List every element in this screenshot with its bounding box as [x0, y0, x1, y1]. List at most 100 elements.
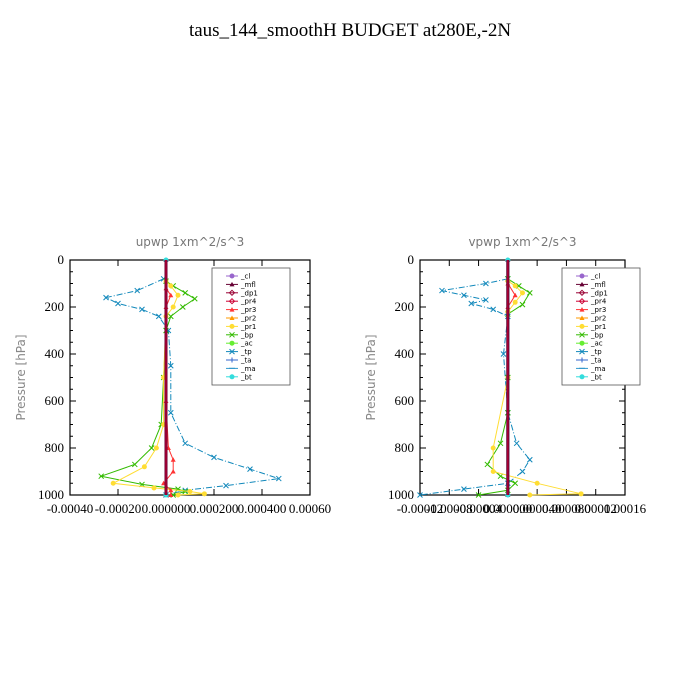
legend-label: _pr2 — [590, 315, 606, 323]
legend-label: _ac — [240, 340, 253, 348]
legend-label: _tp — [240, 348, 252, 356]
legend-marker — [579, 307, 585, 312]
legend-label: _bp — [590, 331, 604, 339]
legend-label: _dp1 — [590, 289, 608, 297]
y-tick-label: 600 — [45, 393, 65, 408]
legend-label: _pr2 — [240, 315, 256, 323]
legend-marker — [229, 340, 235, 346]
page-title: taus_144_smoothH BUDGET at280E,-2N — [188, 20, 512, 41]
data-point-pr1 — [175, 292, 181, 298]
data-point-tp — [417, 492, 423, 498]
data-point-pr1 — [534, 480, 540, 486]
legend-label: _cl — [590, 273, 600, 281]
data-point-tp — [139, 306, 145, 313]
y-tick-label: 200 — [395, 299, 415, 314]
data-point-bp — [191, 295, 198, 302]
data-point-pr1 — [187, 488, 193, 494]
data-point-bp — [526, 290, 533, 296]
data-point-bp — [167, 313, 174, 320]
y-tick-label: 0 — [408, 252, 415, 267]
data-point-bp — [519, 301, 526, 308]
legend-marker — [229, 307, 235, 312]
legend-label: _cl — [240, 273, 250, 281]
data-point-bp — [475, 492, 482, 498]
data-point-pr3 — [512, 292, 518, 298]
data-point-pr1 — [201, 491, 207, 497]
data-point-tp — [513, 440, 520, 447]
data-point-tp — [439, 287, 445, 294]
data-point-bp — [179, 304, 186, 310]
legend-label: _bt — [240, 373, 252, 381]
y-axis-label: Pressure [hPa] — [364, 334, 378, 420]
legend-label: _bp — [240, 331, 254, 339]
panel-title: vpwp 1xm^2/s^3 — [468, 235, 576, 249]
data-point-bp — [512, 480, 519, 487]
y-tick-label: 600 — [395, 393, 415, 408]
y-tick-label: 1000 — [388, 487, 414, 502]
legend-label: _mfl — [590, 281, 606, 289]
data-point-tp — [223, 482, 229, 489]
data-point-tp — [211, 454, 217, 461]
y-axis-label: Pressure [hPa] — [14, 334, 28, 420]
data-point-tp — [275, 475, 282, 482]
y-tick-label: 200 — [45, 299, 65, 314]
legend-label: _tp — [590, 348, 602, 356]
data-point-tp — [483, 297, 489, 303]
x-tick-label: 0.00060 — [289, 501, 331, 516]
x-tick-label: -0.00012 — [397, 501, 444, 516]
data-point-bp — [148, 445, 155, 451]
x-tick-label: -0.00008 — [426, 501, 473, 516]
data-point-pr3 — [170, 469, 176, 474]
data-point-tp — [115, 300, 121, 307]
x-tick-label: 0.000000 — [483, 501, 532, 516]
legend-marker — [579, 374, 585, 380]
legend-marker — [228, 289, 236, 297]
x-tick-label: 0.00012 — [575, 501, 617, 516]
legend-marker — [229, 323, 235, 329]
data-point-pr1 — [512, 283, 518, 289]
x-tick-label: 0.000400 — [238, 501, 287, 516]
panel-title: upwp 1xm^2/s^3 — [136, 235, 245, 249]
legend-marker — [578, 297, 586, 305]
data-point-pr3 — [168, 292, 174, 298]
series-line-bp — [478, 278, 531, 496]
data-point-pr1 — [151, 485, 157, 491]
legend-marker — [579, 323, 585, 329]
data-point-pr1 — [170, 304, 176, 310]
data-point-tp — [500, 351, 507, 357]
legend-label: _pr4 — [590, 298, 607, 306]
data-point-pr1 — [153, 445, 159, 451]
legend-marker — [579, 273, 585, 279]
series-line-tp — [419, 278, 531, 496]
legend-label: _pr1 — [240, 323, 256, 331]
data-point-tp — [167, 409, 174, 416]
series-line-tp — [104, 278, 279, 496]
legend-label: _pr4 — [240, 298, 257, 306]
legend-label: _ta — [240, 357, 252, 365]
legend-marker — [579, 357, 585, 363]
data-point-tp — [103, 294, 109, 301]
legend: _cl_mfl_dp1_pr4_pr3_pr2_pr1_bp_ac_tp_ta_… — [211, 267, 291, 386]
data-point-tp — [247, 466, 253, 473]
legend-label: _pr3 — [590, 306, 606, 314]
legend-label: _bt — [590, 373, 602, 381]
legend-marker — [228, 297, 236, 305]
data-point-tp — [519, 468, 526, 475]
legend-marker — [579, 340, 585, 346]
data-point-tp — [155, 313, 162, 320]
legend-label: _ma — [590, 365, 606, 373]
legend-label: _dp1 — [240, 289, 258, 297]
legend-marker — [229, 281, 235, 287]
data-point-tp — [483, 280, 489, 287]
data-point-tp — [167, 362, 174, 369]
y-tick-label: 1000 — [38, 487, 64, 502]
data-point-pr1 — [168, 283, 174, 289]
x-tick-label: 0.00016 — [604, 501, 647, 516]
data-point-pr1 — [110, 480, 116, 486]
data-point-pr1 — [490, 445, 496, 451]
legend-label: _pr3 — [240, 306, 256, 314]
data-point-pr1 — [527, 492, 533, 498]
data-point-bp — [497, 473, 504, 480]
legend-marker — [579, 315, 585, 320]
